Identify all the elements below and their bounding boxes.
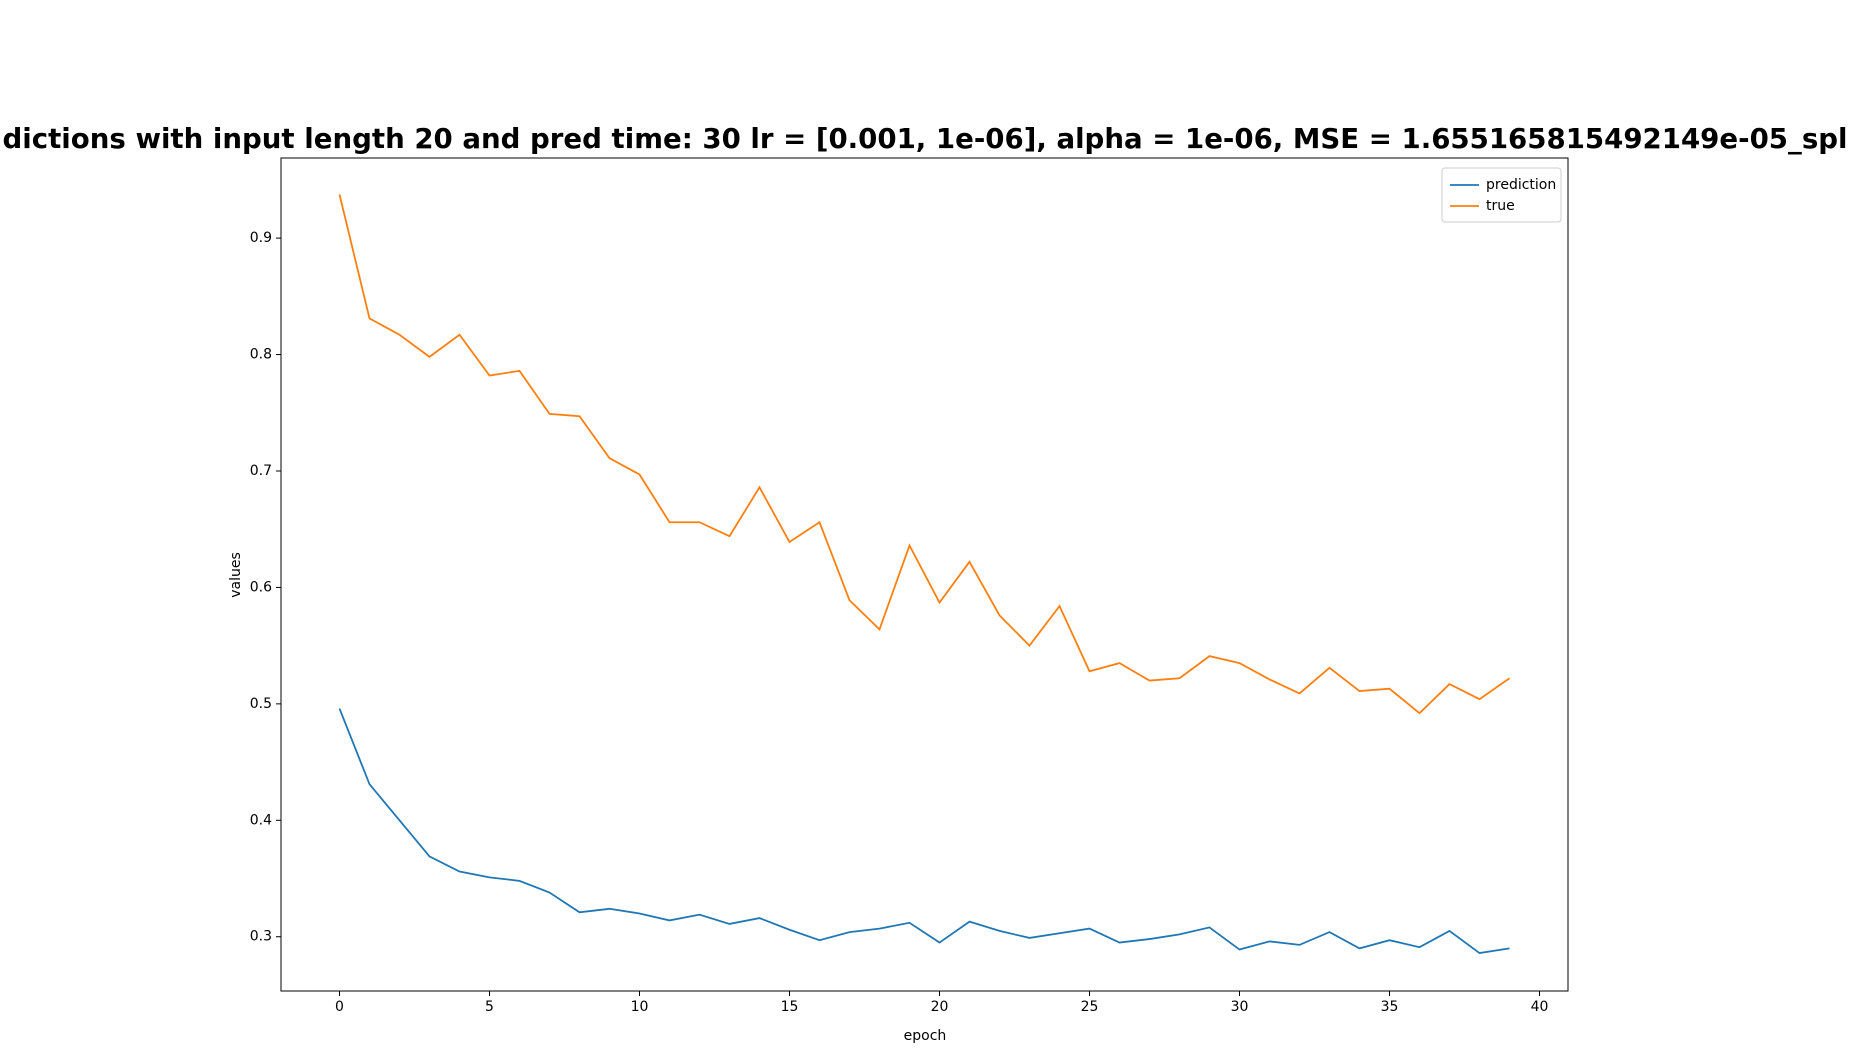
y-tick-label: 0.3 [250,929,272,945]
y-tick-label: 0.5 [250,696,272,712]
x-tick-label: 35 [1381,999,1399,1015]
y-axis-label: values [228,552,244,598]
y-tick-label: 0.4 [250,812,272,828]
x-axis-label: epoch [904,1028,947,1044]
legend-box [1441,167,1562,223]
legend-label: true [1486,198,1515,214]
x-tick-label: 25 [1081,999,1099,1015]
x-tick-label: 5 [485,999,494,1015]
data-line [338,708,1510,954]
y-tick-label: 0.9 [250,230,272,246]
data-line [338,194,1511,715]
x-tick-label: 40 [1531,999,1549,1015]
x-tick-label: 30 [1231,999,1249,1015]
y-tick-label: 0.6 [250,579,272,595]
x-tick-label: 10 [631,999,649,1015]
y-tick-label: 0.8 [250,347,272,363]
plot-frame [280,157,1569,992]
chart-title: dictions with input length 20 and pred t… [3,122,1848,155]
y-tick-label: 0.7 [250,463,272,479]
x-tick-label: 20 [931,999,949,1015]
x-tick-label: 0 [335,999,344,1015]
x-tick-label: 15 [781,999,799,1015]
legend-label: prediction [1486,177,1556,193]
